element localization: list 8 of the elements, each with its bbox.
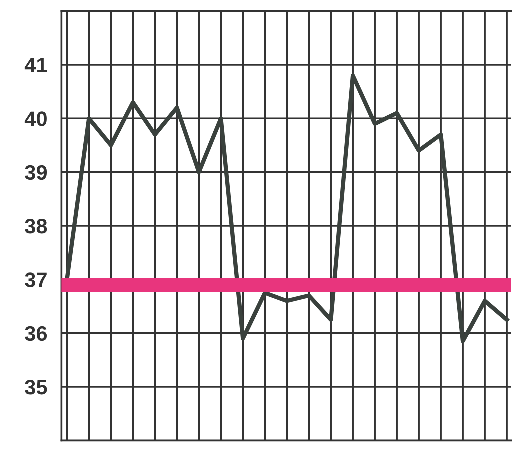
y-tick-label: 37 xyxy=(25,272,47,288)
line-series xyxy=(65,74,510,344)
y-tick-label: 35 xyxy=(25,380,48,395)
y-tick-label: 40 xyxy=(24,112,47,126)
y-tick-label: 38 xyxy=(25,219,48,234)
y-tick-label: 41 xyxy=(24,58,48,73)
y-tick-label: 39 xyxy=(25,165,48,180)
y-tick-label: 36 xyxy=(25,326,48,342)
